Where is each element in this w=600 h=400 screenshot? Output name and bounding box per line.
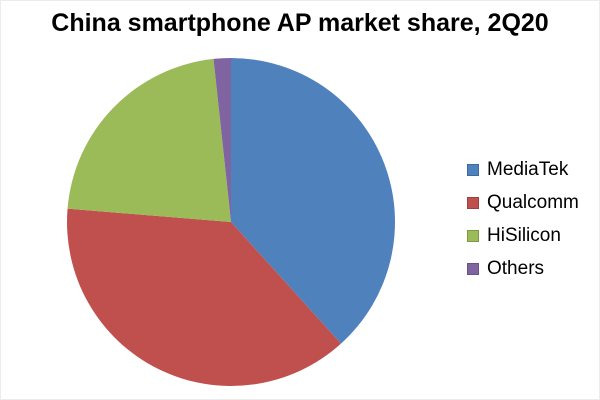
legend-swatch-qualcomm-icon [467,197,479,209]
legend-label-mediatek: MediaTek [487,159,569,180]
legend-label-others: Others [487,258,545,279]
legend-label-qualcomm: Qualcomm [487,192,579,213]
pie-slice-hisilicon [67,58,231,223]
pie-slice-mediatek [231,58,396,344]
legend: MediaTek Qualcomm HiSilicon Others [467,159,579,291]
legend-swatch-mediatek-icon [467,164,479,176]
legend-swatch-others-icon [467,263,479,275]
pie-slice-qualcomm [67,208,341,386]
legend-item-mediatek: MediaTek [467,159,579,181]
pie-slice-others [213,57,231,222]
legend-item-hisilicon: HiSilicon [467,225,579,247]
legend-swatch-hisilicon-icon [467,230,479,242]
legend-label-hisilicon: HiSilicon [487,225,561,246]
chart-title: China smartphone AP market share, 2Q20 [51,9,549,37]
legend-item-qualcomm: Qualcomm [467,192,579,214]
legend-item-others: Others [467,258,579,280]
